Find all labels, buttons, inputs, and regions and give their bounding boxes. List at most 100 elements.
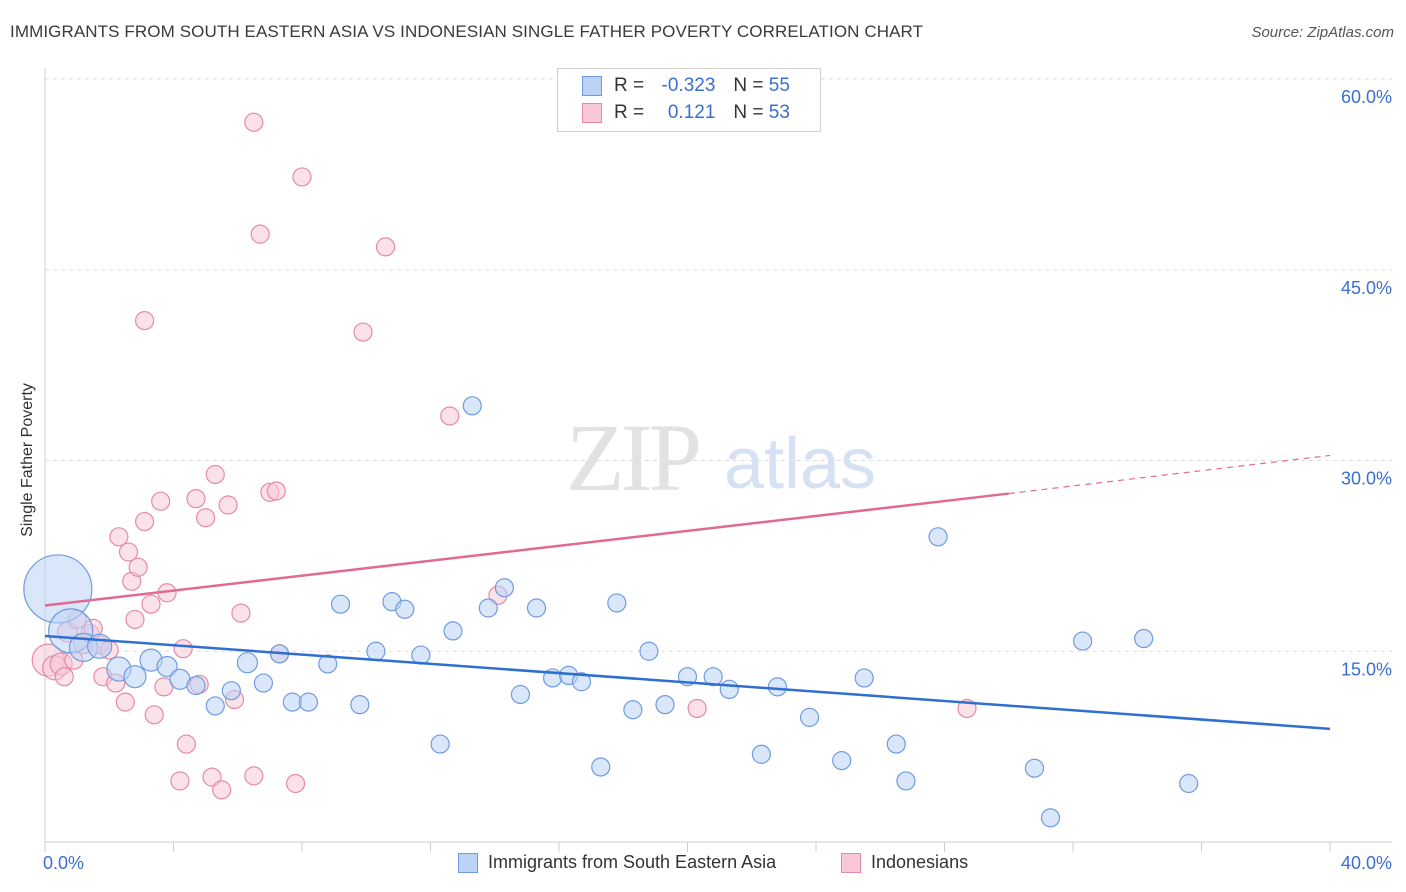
legend-r-label: R = bbox=[614, 102, 645, 123]
legend-n-label: N = bbox=[733, 75, 764, 96]
indonesians-point bbox=[173, 639, 193, 659]
indonesians-point bbox=[292, 167, 312, 187]
sea-immigrants-point bbox=[799, 707, 820, 727]
sea-immigrants-point bbox=[928, 527, 948, 547]
indonesians-point bbox=[54, 667, 74, 687]
indonesians-point bbox=[205, 464, 225, 485]
indonesians-point bbox=[134, 511, 155, 532]
sea-immigrants-point bbox=[462, 396, 482, 416]
sea-immigrants-point bbox=[832, 751, 852, 771]
source-credit: Source: ZipAtlas.com bbox=[1251, 24, 1394, 41]
sea-immigrants-point bbox=[366, 641, 386, 661]
grid-lines bbox=[45, 78, 1392, 652]
sea-immigrants-point bbox=[767, 677, 788, 697]
sea-immigrants-point bbox=[350, 695, 370, 715]
legend-n-label: N = bbox=[733, 102, 764, 123]
legend-row-blue: R = -0.323 N = 55 bbox=[582, 74, 790, 98]
sea-immigrants-point bbox=[886, 734, 906, 754]
sea-immigrants-point bbox=[1073, 631, 1093, 651]
sea-immigrants-point bbox=[1134, 628, 1154, 649]
legend-swatch-pink bbox=[582, 103, 602, 123]
indonesians-point bbox=[170, 771, 190, 791]
indonesians-point bbox=[109, 527, 129, 547]
y-tick-label: 60.0% bbox=[1341, 87, 1392, 107]
indonesians-point bbox=[218, 495, 238, 515]
indonesians-point bbox=[244, 112, 264, 132]
tick-labels: 0.0% 40.0% 15.0% 30.0% 45.0% 60.0% bbox=[43, 87, 1392, 873]
sea-immigrants-point bbox=[411, 645, 431, 665]
sea-immigrants-point bbox=[623, 700, 643, 720]
watermark: ZIP atlas bbox=[566, 404, 876, 511]
sea-immigrants-point bbox=[298, 692, 319, 712]
sea-immigrants-point bbox=[443, 621, 463, 641]
sea-immigrants-point bbox=[395, 599, 415, 619]
indonesians-points bbox=[31, 112, 977, 800]
indonesians-point bbox=[353, 322, 373, 342]
sea-immigrants-point bbox=[318, 654, 338, 674]
y-tick-label: 45.0% bbox=[1341, 278, 1392, 298]
indonesians-point bbox=[144, 705, 164, 725]
indonesians-trend-extension bbox=[1008, 454, 1331, 495]
sea-immigrants-points bbox=[23, 396, 1199, 828]
sea-immigrants-point bbox=[330, 594, 351, 614]
series-legend: Immigrants from South Eastern Asia Indon… bbox=[0, 852, 1406, 876]
indonesians-point bbox=[212, 780, 232, 800]
sea-immigrants-point bbox=[430, 734, 450, 754]
legend-item-indonesians: Indonesians bbox=[841, 852, 968, 873]
indonesians-point bbox=[231, 603, 251, 623]
indonesians-point bbox=[128, 557, 148, 577]
sea-immigrants-point bbox=[1024, 758, 1045, 778]
legend-item-sea-immigrants: Immigrants from South Eastern Asia bbox=[458, 852, 776, 873]
sea-immigrants-point bbox=[156, 655, 178, 678]
sea-immigrants-point bbox=[854, 668, 874, 688]
indonesians-point bbox=[285, 773, 306, 794]
sea-immigrants-point bbox=[478, 598, 498, 618]
indonesians-point bbox=[151, 491, 171, 511]
sea-immigrants-point bbox=[655, 695, 675, 715]
sea-immigrants-point bbox=[236, 652, 258, 674]
indonesians-point bbox=[115, 692, 135, 712]
indonesians-point bbox=[375, 237, 396, 257]
indonesians-point bbox=[687, 698, 707, 719]
sea-immigrants-point bbox=[186, 675, 206, 696]
sea-immigrants-point bbox=[896, 771, 916, 791]
chart-title: IMMIGRANTS FROM SOUTH EASTERN ASIA VS IN… bbox=[10, 22, 924, 41]
indonesians-point bbox=[186, 489, 206, 509]
legend-row-pink: R = 0.121 N = 53 bbox=[582, 101, 790, 125]
sea-immigrants-point bbox=[607, 593, 627, 613]
sea-immigrants-point bbox=[526, 598, 547, 618]
legend-swatch-pink bbox=[841, 852, 861, 873]
legend-swatch-blue bbox=[458, 852, 478, 873]
indonesians-point bbox=[250, 224, 270, 244]
legend-r-label: R = bbox=[614, 75, 645, 96]
sea-immigrants-point bbox=[571, 672, 592, 692]
indonesians-point bbox=[440, 406, 460, 426]
correlation-legend: R = -0.323 N = 55 R = 0.121 N = 53 bbox=[557, 68, 821, 132]
y-tick-label: 30.0% bbox=[1341, 469, 1392, 489]
legend-n-value: 53 bbox=[768, 102, 790, 123]
indonesians-point bbox=[266, 481, 286, 501]
trend-lines bbox=[44, 454, 1331, 731]
axes bbox=[44, 68, 1392, 852]
sea-immigrants-point bbox=[1179, 773, 1199, 794]
sea-immigrants-point bbox=[703, 667, 723, 687]
sea-immigrants-point bbox=[253, 673, 274, 693]
indonesians-point bbox=[125, 609, 145, 630]
legend-label: Immigrants from South Eastern Asia bbox=[488, 852, 777, 872]
indonesians-point bbox=[202, 767, 222, 787]
indonesians-point bbox=[118, 542, 139, 562]
indonesians-point bbox=[141, 594, 161, 614]
legend-r-value: 0.121 bbox=[667, 102, 716, 123]
sea-immigrants-point bbox=[719, 679, 739, 700]
sea-immigrants-point bbox=[123, 665, 147, 689]
watermark-zip: ZIP bbox=[566, 404, 699, 511]
sea-immigrants-point bbox=[1040, 808, 1061, 828]
legend-r-value: -0.323 bbox=[661, 75, 716, 96]
sea-immigrants-point bbox=[751, 744, 771, 764]
sea-immigrants-point bbox=[591, 757, 611, 777]
sea-immigrants-point bbox=[282, 692, 302, 712]
indonesians-trend-line bbox=[44, 492, 1009, 607]
x-tick-label: 0.0% bbox=[43, 853, 84, 873]
legend-n-value: 55 bbox=[768, 75, 790, 96]
